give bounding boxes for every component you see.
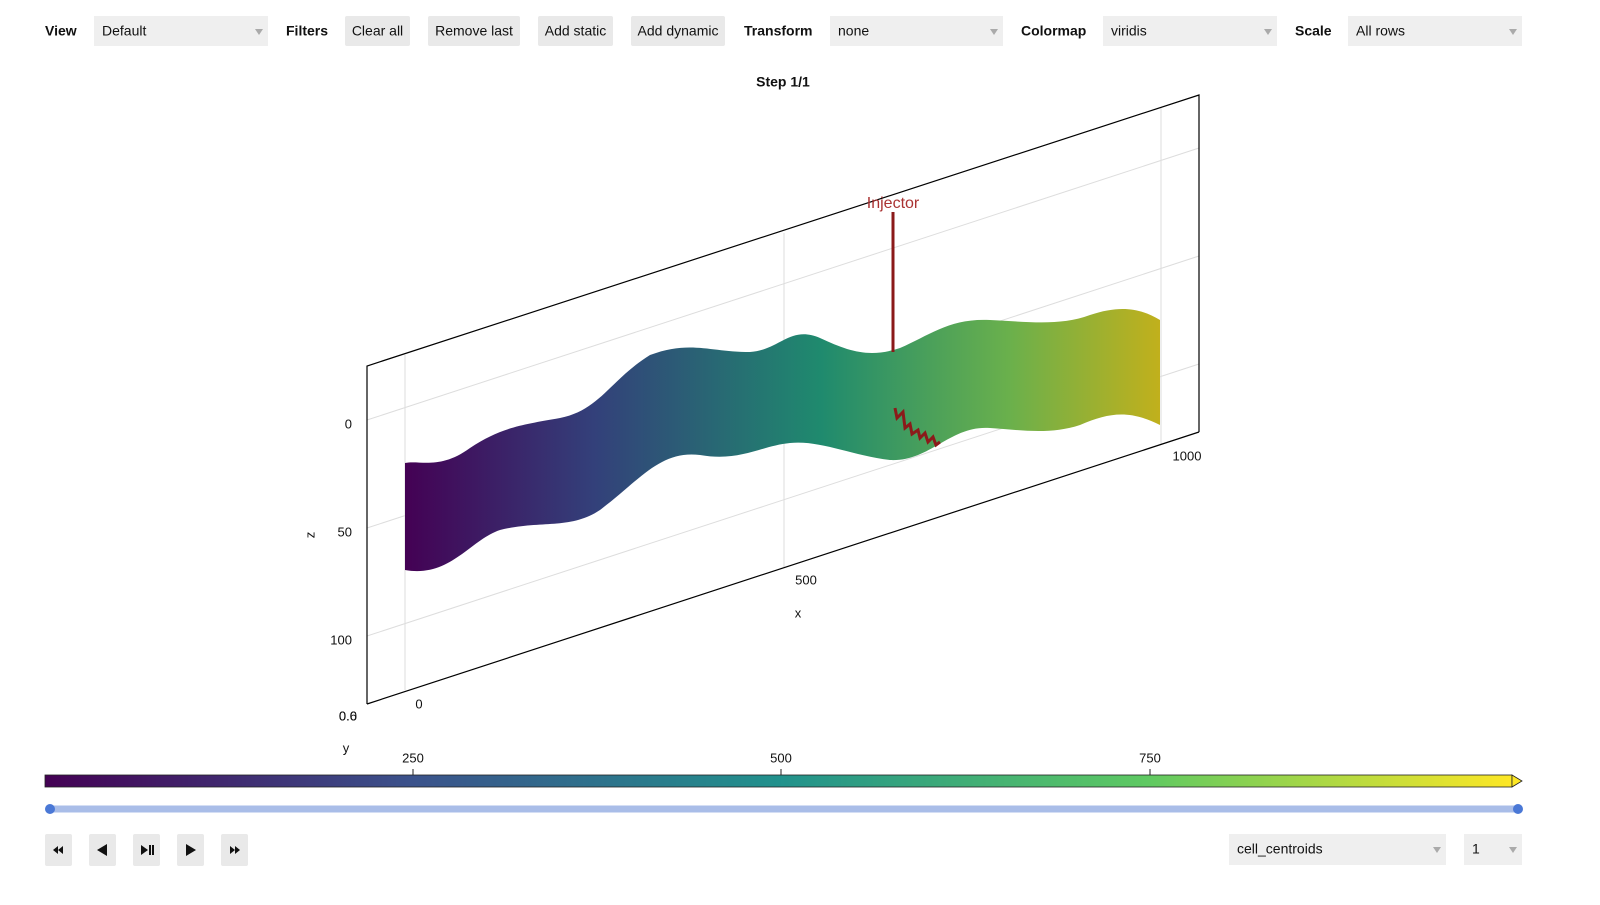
- select-value: viridis: [1111, 23, 1147, 39]
- scale-select[interactable]: All rows: [1348, 16, 1522, 46]
- select-value: All rows: [1356, 23, 1405, 39]
- button[interactable]: Clear all: [345, 16, 410, 46]
- transform-select[interactable]: none: [830, 16, 1003, 46]
- select-value: 1: [1472, 841, 1480, 857]
- annotation: Injector: [867, 195, 920, 212]
- field-select[interactable]: cell_centroids: [1229, 834, 1446, 865]
- fast-forward-button[interactable]: [221, 834, 248, 866]
- colormap-select[interactable]: viridis: [1103, 16, 1277, 46]
- step-slider[interactable]: [45, 804, 1523, 814]
- z-tick-label: 100: [330, 632, 352, 647]
- view-select[interactable]: Default: [94, 16, 268, 46]
- step-back-button[interactable]: [89, 834, 116, 866]
- x-tick-label: 500: [795, 572, 817, 587]
- select-value: Default: [102, 23, 146, 39]
- colorbar-tick-label: 500: [770, 750, 792, 765]
- plot-title: Step 1/1: [756, 74, 810, 90]
- colorbar-tick-label: 750: [1139, 750, 1161, 765]
- z-axis-label: z: [302, 532, 317, 539]
- select-value: cell_centroids: [1237, 841, 1323, 857]
- label: View: [45, 23, 77, 39]
- label: Transform: [744, 23, 812, 39]
- play-button[interactable]: [177, 834, 204, 866]
- label: Colormap: [1021, 23, 1086, 39]
- x-tick-label: 0: [415, 696, 422, 711]
- colorbar-tick-label: 250: [402, 750, 424, 765]
- play-pause-button[interactable]: [133, 834, 160, 866]
- label: Scale: [1295, 23, 1332, 39]
- y-tick-label: 0.6: [339, 708, 357, 723]
- x-tick-label: 1000: [1173, 448, 1202, 463]
- z-tick-label: 50: [338, 524, 352, 539]
- toolbar: View Default Filters Clear all Remove la…: [45, 16, 1522, 46]
- playback: [45, 834, 248, 866]
- y-tick-label: 0.0: [339, 708, 357, 723]
- button-text: Remove last: [435, 23, 513, 39]
- button[interactable]: Remove last: [428, 16, 520, 46]
- label: Filters: [286, 23, 328, 39]
- button-text: Clear all: [352, 23, 403, 39]
- button-text: Add dynamic: [638, 23, 719, 39]
- index-select[interactable]: 1: [1464, 834, 1522, 865]
- mesh-surface: [405, 308, 1160, 572]
- y-axis-label: y: [343, 740, 350, 755]
- well-perforations: [893, 407, 941, 448]
- button[interactable]: Add dynamic: [631, 16, 725, 46]
- colorbar: 250 500 750: [44, 750, 1523, 788]
- select-value: none: [838, 23, 869, 39]
- x-axis-label: x: [795, 605, 802, 620]
- plot-3d: Step 1/1 Injector 0 500 1000 x 0 50 100 …: [302, 74, 1201, 756]
- rewind-button[interactable]: [45, 834, 72, 866]
- button-text: Add static: [545, 23, 606, 39]
- z-tick-label: 0: [345, 416, 352, 431]
- button[interactable]: Add static: [538, 16, 613, 46]
